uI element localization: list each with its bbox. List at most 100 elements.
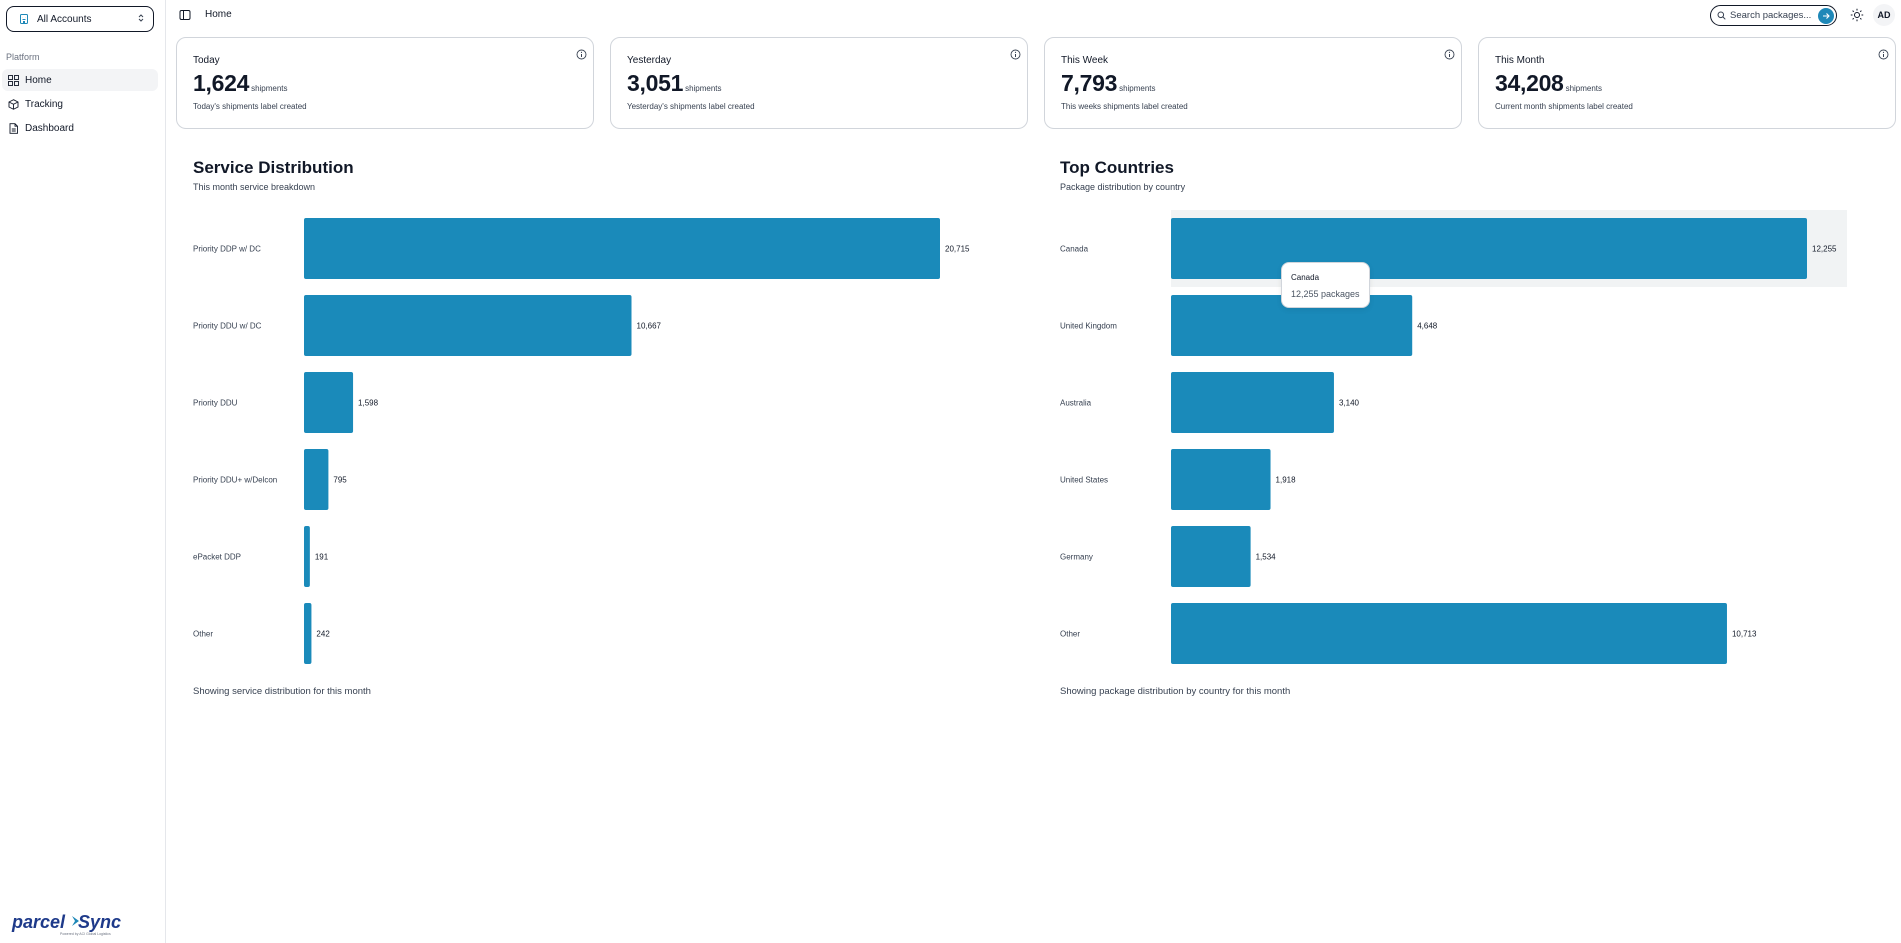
stat-value: 3,051 (627, 70, 684, 96)
stat-card-this-month: This Month 34,208 shipments Current month… (1478, 37, 1896, 129)
top-header: Home AD (166, 0, 1901, 30)
category-label: ePacket DDP (193, 553, 241, 562)
category-label: Priority DDU w/ DC (193, 322, 262, 331)
stat-card-description: Today's shipments label created (193, 102, 307, 111)
stat-unit: shipments (1565, 84, 1603, 93)
svg-text:Sync: Sync (78, 912, 121, 932)
stat-unit: shipments (685, 84, 722, 93)
bar[interactable] (304, 449, 329, 510)
bar[interactable] (1171, 218, 1807, 279)
stat-card-yesterday: Yesterday 3,051 shipments Yesterday's shi… (610, 37, 1028, 129)
stat-card-description: Current month shipments label created (1495, 102, 1633, 111)
stat-card-title: This Week (1061, 55, 1109, 66)
grid-icon (7, 74, 19, 86)
stat-value: 1,624 (193, 70, 250, 96)
chevron-up-down-icon (137, 13, 145, 25)
arrow-right-icon (1823, 13, 1830, 19)
chart-subtitle: Package distribution by country (1060, 182, 1186, 192)
category-label: Priority DDU+ w/Delcon (193, 476, 277, 485)
svg-text:parcel: parcel (11, 912, 66, 932)
value-label: 191 (315, 553, 329, 562)
sidebar-item-label: Tracking (25, 98, 63, 110)
building-icon (17, 12, 31, 26)
info-icon[interactable] (1444, 47, 1455, 60)
tooltip-label: Canada (1291, 273, 1320, 282)
category-label: United States (1060, 476, 1108, 485)
bar[interactable] (304, 372, 354, 433)
stat-card-description: Yesterday's shipments label created (627, 102, 755, 111)
category-label: Other (193, 630, 213, 639)
sidebar: All Accounts Platform Home Tracking Dash… (0, 0, 166, 943)
tooltip-value: 12,255 packages (1291, 289, 1360, 299)
stat-card-description: This weeks shipments label created (1061, 102, 1188, 111)
stat-card-title: Today (193, 55, 220, 66)
chart-footer: Showing service distribution for this mo… (193, 686, 371, 697)
stat-card-today: Today 1,624 shipments Today's shipments l… (176, 37, 594, 129)
info-icon[interactable] (576, 47, 587, 60)
search-submit-button[interactable] (1818, 8, 1834, 24)
bar[interactable] (304, 603, 312, 664)
bar[interactable] (1171, 603, 1727, 664)
value-label: 10,667 (637, 322, 662, 331)
sidebar-toggle-icon[interactable] (179, 8, 191, 20)
svg-text:Powered by ACI Global Logistic: Powered by ACI Global Logistics (60, 932, 111, 936)
bar[interactable] (304, 218, 940, 279)
category-label: Australia (1060, 399, 1092, 408)
stat-card-value: 7,793 shipments (1061, 70, 1156, 97)
sidebar-item-label: Dashboard (25, 122, 74, 134)
sidebar-item-home[interactable]: Home (2, 69, 158, 91)
stat-value: 7,793 (1061, 70, 1118, 96)
stat-card-title: This Month (1495, 55, 1545, 66)
avatar[interactable]: AD (1873, 4, 1895, 26)
value-label: 1,918 (1276, 476, 1297, 485)
bar[interactable] (1171, 295, 1413, 356)
value-label: 242 (316, 630, 330, 639)
breadcrumb[interactable]: Home (205, 9, 232, 20)
chart-title: Top Countries (1060, 158, 1174, 177)
category-label: Priority DDU (193, 399, 238, 408)
stat-card-value: 3,051 shipments (627, 70, 722, 97)
value-label: 795 (333, 476, 347, 485)
chart-footer: Showing package distribution by country … (1060, 686, 1291, 697)
search-icon (1717, 7, 1726, 25)
account-selector[interactable]: All Accounts (6, 6, 154, 32)
chart-subtitle: This month service breakdown (193, 182, 316, 192)
bar[interactable] (1171, 372, 1334, 433)
bar[interactable] (1171, 449, 1271, 510)
category-label: Germany (1060, 553, 1093, 562)
bar[interactable] (304, 526, 310, 587)
stat-unit: shipments (251, 84, 288, 93)
service-distribution-panel: Service Distribution This month service … (193, 158, 993, 718)
value-label: 20,715 (945, 245, 970, 254)
stat-card-value: 1,624 shipments (193, 70, 288, 97)
sun-icon[interactable] (1850, 8, 1864, 22)
category-label: United Kingdom (1060, 322, 1117, 331)
top-countries-panel: Top Countries Package distribution by co… (1060, 158, 1860, 718)
bar[interactable] (1171, 526, 1251, 587)
document-icon (7, 122, 19, 134)
value-label: 4,648 (1417, 322, 1438, 331)
stat-card-title: Yesterday (627, 55, 672, 66)
info-icon[interactable] (1010, 47, 1021, 60)
box-icon (7, 98, 19, 110)
value-label: 1,598 (358, 399, 379, 408)
value-label: 3,140 (1339, 399, 1360, 408)
account-selector-label: All Accounts (37, 13, 92, 25)
search-box[interactable] (1710, 5, 1837, 26)
category-label: Priority DDP w/ DC (193, 245, 261, 254)
bar[interactable] (304, 295, 632, 356)
sidebar-item-tracking[interactable]: Tracking (2, 93, 158, 115)
sidebar-nav: Home Tracking Dashboard (2, 69, 158, 141)
category-label: Other (1060, 630, 1080, 639)
value-label: 10,713 (1732, 630, 1757, 639)
search-input[interactable] (1730, 10, 1814, 21)
chart-title: Service Distribution (193, 158, 354, 177)
service-distribution-chart: Priority DDP w/ DC 20,715 Priority DDU w/ … (193, 218, 970, 664)
sidebar-item-dashboard[interactable]: Dashboard (2, 117, 158, 139)
brand-logo: parcel Sync Powered by ACI Global Logist… (10, 908, 150, 936)
sidebar-item-label: Home (25, 74, 52, 86)
info-icon[interactable] (1878, 47, 1889, 60)
stat-card-this-week: This Week 7,793 shipments This weeks ship… (1044, 37, 1462, 129)
value-label: 12,255 (1812, 245, 1837, 254)
value-label: 1,534 (1256, 553, 1277, 562)
